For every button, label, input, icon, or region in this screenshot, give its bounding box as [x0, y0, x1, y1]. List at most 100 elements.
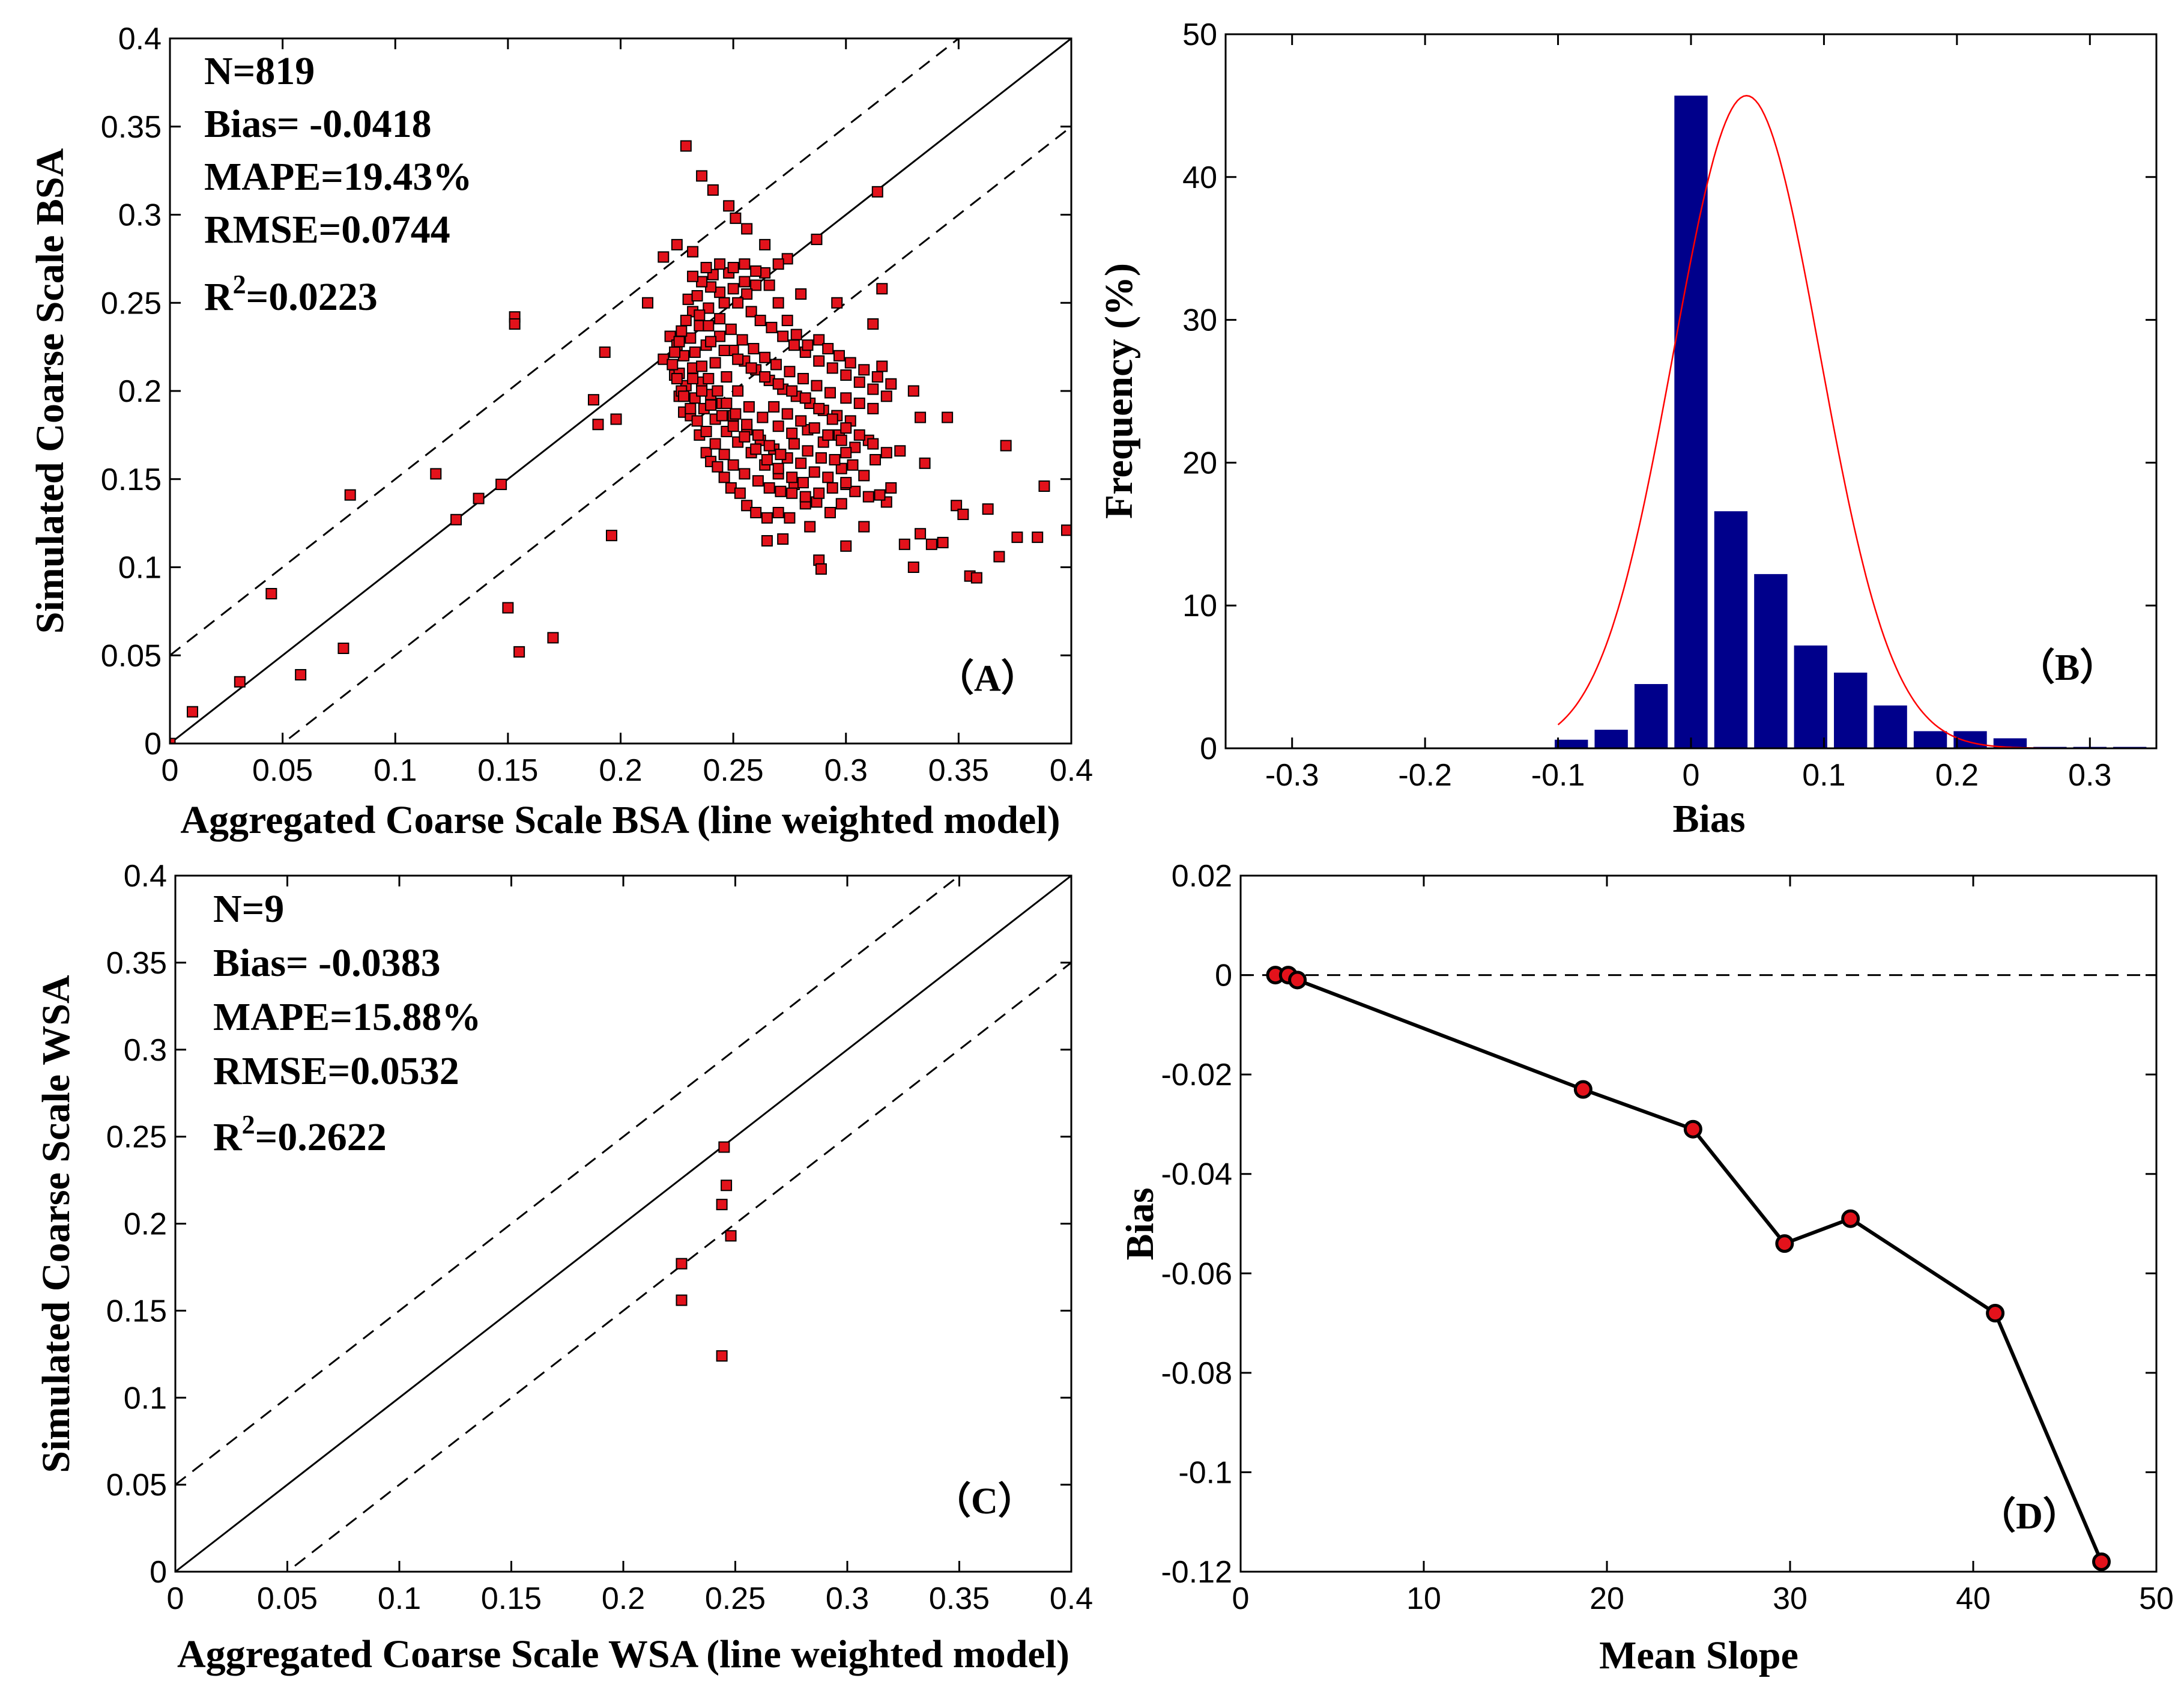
- x-axis-label: Aggregated Coarse Scale BSA (line weight…: [180, 798, 1060, 842]
- y-tick-label: -0.12: [1161, 1555, 1232, 1590]
- y-tick-label: 40: [1182, 160, 1217, 195]
- panel-d-label: （D）: [1979, 1495, 2080, 1537]
- scatter-point: [750, 279, 762, 291]
- y-tick-label: 20: [1182, 446, 1217, 480]
- scatter-point: [867, 402, 879, 414]
- scatter-point: [605, 530, 617, 542]
- scatter-point: [696, 360, 708, 372]
- panel-c-stat-mape: MAPE=15.88%: [213, 995, 481, 1039]
- scatter-point: [745, 306, 757, 318]
- scatter-point: [700, 262, 712, 274]
- scatter-point: [804, 521, 816, 533]
- panel-a-stat-rmse: RMSE=0.0744: [204, 208, 450, 252]
- scatter-point: [741, 500, 753, 512]
- panel-c-r2-exp: 2: [242, 1110, 255, 1139]
- scatter-point: [730, 408, 742, 420]
- scatter-point: [678, 390, 690, 402]
- scatter-point: [587, 394, 599, 406]
- scatter-point: [714, 313, 726, 325]
- scatter-point: [815, 563, 827, 575]
- scatter-point: [829, 453, 841, 465]
- x-tick-label: 10: [1406, 1581, 1441, 1616]
- y-tick-label: 0.25: [106, 1120, 167, 1155]
- panel-c-stat-bias: Bias= -0.0383: [213, 941, 441, 985]
- panel-a-scatter-bsa: 0 0.05 0.1 0.15 0.2 0.25 0.3 0.35 0.4 0 0.05 0.1 0.1…: [28, 22, 1093, 842]
- panel-a-plot-area: 0 0.05 0.1 0.15 0.2 0.25 0.3 0.35 0.4 0 0.05 0.1 0.1…: [28, 22, 1093, 842]
- x-axis-label: Bias: [1672, 797, 1745, 841]
- panel-c-plot-area: 0 0.05 0.1 0.15 0.2 0.25 0.3 0.35 0.4 0 0.05 0.1 0.1…: [34, 859, 1093, 1676]
- histogram-bar: [1953, 731, 1987, 748]
- scatter-point: [1060, 524, 1071, 536]
- scatter-point: [502, 602, 514, 614]
- scatter-point: [781, 315, 793, 327]
- reference-line-1to1: [175, 876, 1071, 1572]
- x-tick-label: -0.3: [1265, 758, 1319, 793]
- scatter-point: [712, 385, 724, 397]
- panel-a-stats: N=819 Bias= -0.0418 MAPE=19.43% RMSE=0.0…: [204, 49, 472, 319]
- x-tick-label: 0.05: [257, 1581, 318, 1616]
- scatter-point: [824, 507, 836, 519]
- scatter-point: [867, 383, 879, 395]
- reference-line-dashed: [286, 962, 1071, 1572]
- scatter-point: [748, 343, 760, 355]
- scatter-point: [853, 398, 865, 410]
- scatter-point: [840, 447, 852, 459]
- histogram-bar: [1594, 730, 1628, 748]
- scatter-point: [768, 401, 780, 413]
- x-axis-label: Mean Slope: [1599, 1634, 1798, 1677]
- scatter-point: [797, 372, 809, 384]
- scatter-point: [757, 411, 769, 423]
- scatter-point: [982, 503, 994, 515]
- scatter-point: [721, 398, 733, 410]
- x-tick-label: 0.4: [1050, 753, 1093, 788]
- scatter-point: [687, 270, 699, 282]
- scatter-point: [732, 385, 744, 397]
- scatter-point: [813, 355, 825, 367]
- scatter-point: [509, 318, 521, 330]
- y-tick-label: -0.06: [1161, 1256, 1232, 1291]
- scatter-point: [919, 457, 931, 469]
- scatter-point: [772, 378, 784, 390]
- scatter-point: [592, 419, 604, 431]
- scatter-point: [1032, 532, 1044, 544]
- scatter-point: [835, 498, 847, 510]
- scatter-point: [703, 302, 715, 314]
- scatter-point: [718, 344, 730, 356]
- scatter-point: [763, 440, 775, 452]
- scatter-point: [705, 399, 717, 411]
- panel-c-stats: N=9 Bias= -0.0383 MAPE=15.88% RMSE=0.053…: [213, 887, 481, 1159]
- scatter-point: [1000, 440, 1012, 452]
- histogram-bar: [1834, 672, 1868, 748]
- y-tick-label: -0.04: [1161, 1157, 1232, 1192]
- plot-clip-group: [1241, 966, 2156, 1571]
- reference-line-dashed: [175, 876, 961, 1486]
- scatter-point: [703, 320, 715, 332]
- scatter-point: [862, 491, 874, 503]
- x-tick-label: 0.35: [928, 753, 989, 788]
- y-tick-label: 0.05: [106, 1468, 167, 1503]
- scatter-point: [689, 346, 701, 358]
- y-tick-label: 0.05: [101, 638, 162, 673]
- y-tick-label: 50: [1182, 17, 1217, 52]
- scatter-point: [822, 429, 834, 441]
- scatter-point: [739, 468, 751, 480]
- scatter-point: [736, 334, 748, 346]
- x-tick-label: 50: [2139, 1581, 2174, 1616]
- scatter-point: [802, 339, 814, 351]
- scatter-point: [786, 487, 798, 499]
- x-tick-label: 0.25: [703, 753, 764, 788]
- scatter-point: [799, 392, 811, 404]
- scatter-point: [871, 371, 883, 383]
- x-tick-label: 40: [1956, 1581, 1991, 1616]
- scatter-point: [942, 411, 954, 423]
- scatter-point: [835, 434, 847, 446]
- scatter-point: [781, 408, 793, 420]
- y-tick-label: 0.35: [101, 110, 162, 145]
- x-tick-label: 0.4: [1050, 1581, 1093, 1616]
- scatter-point: [915, 528, 927, 540]
- panel-d-plot-area: 0 10 20 30 40 50 -0.12 -0.1 -0.08 -0.06 -0.04 -0.02…: [1118, 859, 2174, 1677]
- y-tick-label: 0.4: [118, 22, 162, 56]
- scatter-point: [844, 357, 856, 369]
- scatter-point: [867, 438, 879, 450]
- scatter-point: [858, 521, 870, 533]
